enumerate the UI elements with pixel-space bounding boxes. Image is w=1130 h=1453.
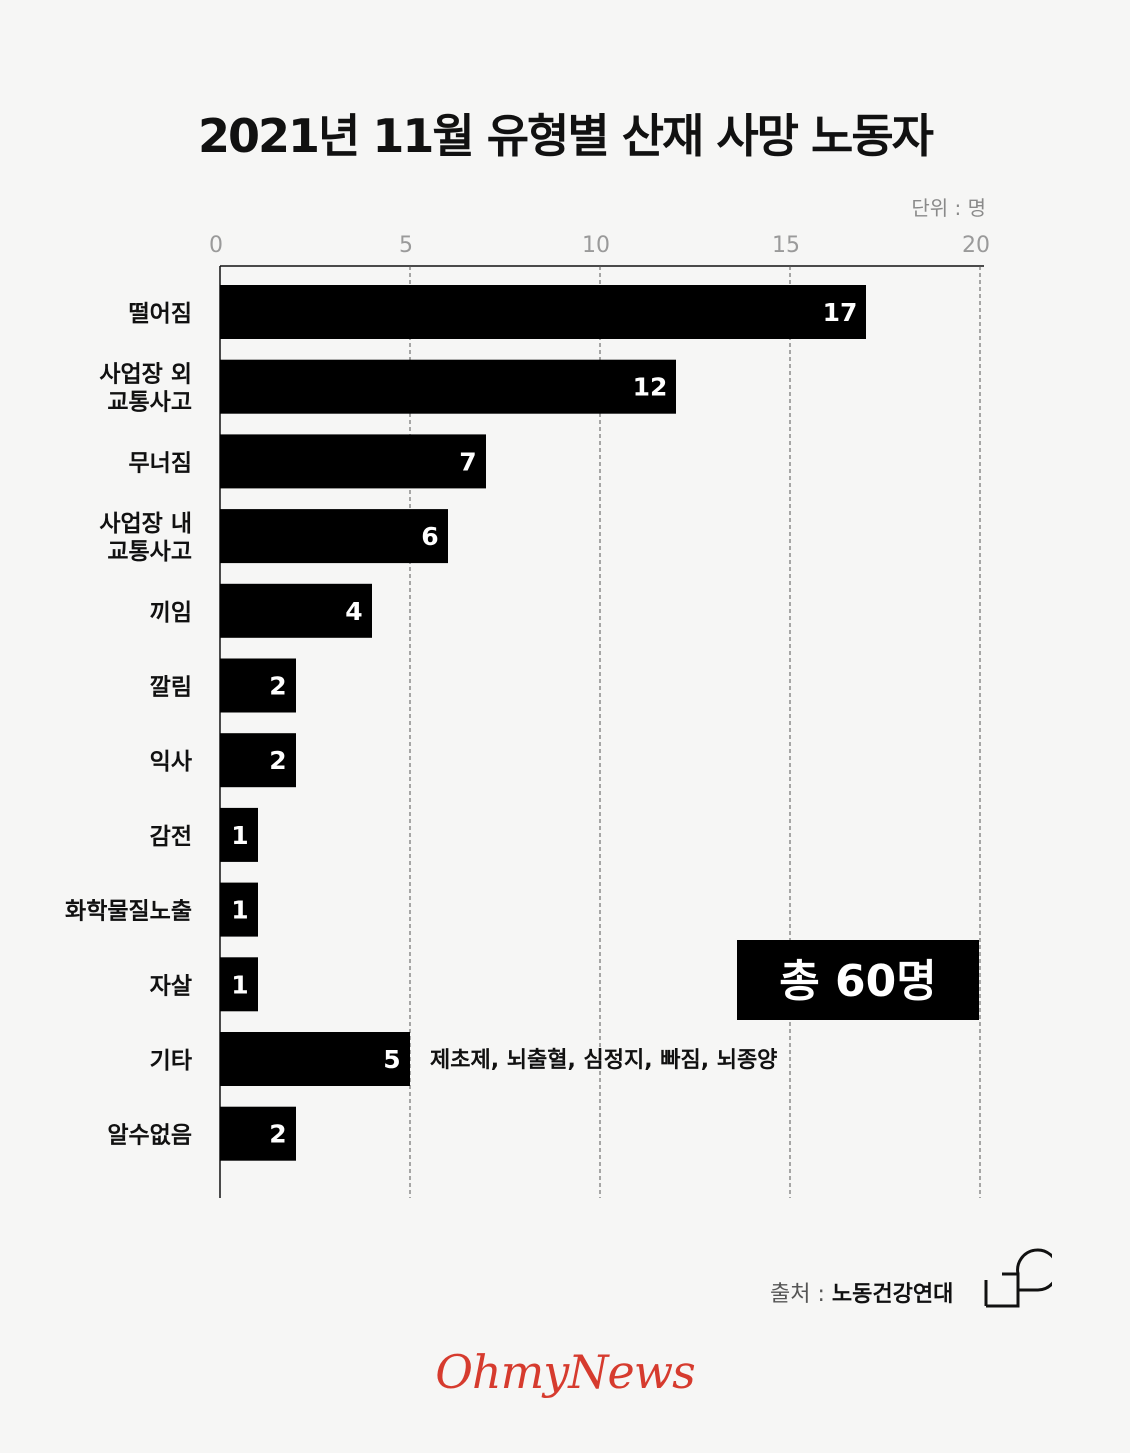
source-credit: 출처 : 노동건강연대 [770, 1276, 953, 1308]
bar [220, 1106, 296, 1161]
bar [220, 807, 258, 862]
bar-value-label: 12 [633, 373, 668, 402]
category-label: 화학물질노출 [65, 899, 192, 925]
bar-value-label: 1 [231, 821, 248, 850]
bar [220, 509, 448, 564]
annotation-text: 제초제, 뇌출혈, 심정지, 빠짐, 뇌종양 [430, 1048, 777, 1073]
bar [220, 882, 258, 937]
x-tick-label: 10 [582, 233, 610, 258]
bar [220, 1032, 410, 1086]
x-tick-label: 15 [772, 233, 800, 258]
total-box-bg [737, 940, 979, 1020]
category-label: 깔림 [150, 675, 192, 701]
category-label: 교통사고 [107, 539, 192, 565]
category-label: 끼임 [150, 600, 192, 626]
category-label: 무너짐 [129, 450, 192, 476]
bar-value-label: 5 [383, 1045, 400, 1074]
bar [220, 957, 258, 1012]
category-label: 사업장 내 [99, 511, 192, 537]
category-label: 떨어짐 [129, 301, 192, 327]
category-label: 교통사고 [107, 390, 192, 416]
bar [220, 285, 866, 339]
category-label: 사업장 외 [99, 362, 192, 388]
annotations: 제초제, 뇌출혈, 심정지, 빠짐, 뇌종양 [430, 1048, 777, 1073]
brand-logo: OhmyNews [435, 1345, 695, 1399]
category-label: 감전 [150, 824, 192, 850]
bar-value-label: 1 [231, 970, 248, 999]
source-label: 출처 : [770, 1282, 825, 1307]
bar [220, 583, 372, 638]
bar [220, 658, 296, 713]
bar-value-label: 4 [345, 597, 362, 626]
total-box: 총 60명 [737, 940, 979, 1020]
bar-value-label: 2 [269, 746, 286, 775]
bar [220, 733, 296, 788]
bars: 17 12 7 6 4 2 2 1 1 1 5 2 [220, 285, 866, 1161]
category-label: 알수없음 [107, 1123, 192, 1149]
bar [220, 434, 486, 489]
x-tick-label: 20 [962, 233, 990, 258]
bar-value-label: 6 [421, 522, 438, 551]
unit-label: 단위 : 명 [911, 196, 986, 220]
source-logo-icon [984, 1248, 1052, 1308]
tick-labels: 0 5 10 15 20 [209, 233, 990, 258]
bar-value-label: 2 [269, 1120, 286, 1149]
category-label: 기타 [150, 1048, 192, 1074]
total-label: 총 60명 [779, 956, 937, 1007]
x-tick-label: 5 [399, 233, 413, 258]
bar-value-label: 1 [231, 896, 248, 925]
chart-title: 2021년 11월 유형별 산재 사망 노동자 [198, 109, 934, 163]
bar [220, 359, 676, 414]
bar-value-label: 7 [459, 447, 476, 476]
x-tick-label: 0 [209, 233, 223, 258]
bar-value-label: 17 [823, 298, 858, 327]
category-label: 익사 [150, 749, 192, 775]
category-label: 자살 [150, 973, 192, 999]
bar-value-label: 2 [269, 672, 286, 701]
source-name: 노동건강연대 [831, 1282, 954, 1307]
